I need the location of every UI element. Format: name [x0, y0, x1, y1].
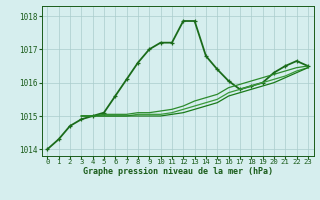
X-axis label: Graphe pression niveau de la mer (hPa): Graphe pression niveau de la mer (hPa) — [83, 167, 273, 176]
